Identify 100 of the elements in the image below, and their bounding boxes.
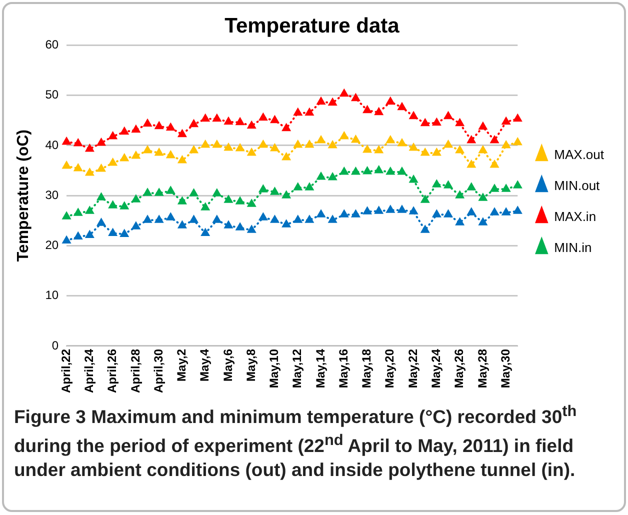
point <box>514 206 522 214</box>
point <box>108 158 117 166</box>
point <box>386 136 394 144</box>
point <box>178 221 186 228</box>
point <box>386 168 394 175</box>
point <box>166 123 175 131</box>
legend-label: MAX.in <box>554 209 596 224</box>
point <box>410 207 418 214</box>
point <box>236 144 244 152</box>
x-tick-label: May,18 <box>360 348 374 388</box>
point <box>132 125 140 133</box>
x-tick-label: April,28 <box>128 348 142 393</box>
legend-label: MIN.out <box>554 178 600 194</box>
point <box>490 136 499 144</box>
point <box>224 221 233 228</box>
point <box>282 124 290 132</box>
point <box>456 146 464 154</box>
point <box>432 180 441 188</box>
point <box>212 189 221 196</box>
point <box>363 207 372 214</box>
point <box>294 140 302 148</box>
point <box>490 160 499 168</box>
point <box>132 151 140 159</box>
point <box>467 136 476 144</box>
point <box>259 140 268 148</box>
x-tick-label: May,2 <box>174 348 189 382</box>
legend-label: MIN.in <box>554 240 592 256</box>
point <box>363 145 372 153</box>
point <box>86 230 94 238</box>
point <box>490 184 499 192</box>
point <box>155 148 164 156</box>
point <box>224 196 233 203</box>
point <box>467 183 476 190</box>
y-tick-label: 60 <box>45 38 59 52</box>
y-tick-label: 40 <box>45 138 59 152</box>
x-tick-label: May,28 <box>475 348 490 388</box>
point <box>108 201 117 208</box>
point <box>352 168 360 175</box>
point <box>201 114 210 122</box>
x-tick-label: April,30 <box>151 348 166 393</box>
point <box>155 188 164 196</box>
point <box>259 213 268 220</box>
point <box>444 140 452 148</box>
point <box>456 218 464 226</box>
point <box>62 162 71 169</box>
point <box>120 230 128 237</box>
point <box>143 119 152 127</box>
point <box>236 118 244 126</box>
point <box>166 213 175 220</box>
point <box>478 194 487 201</box>
point <box>86 206 94 214</box>
x-tick-label: May,6 <box>220 348 235 382</box>
point <box>132 195 140 202</box>
point <box>201 228 210 236</box>
point <box>502 140 510 148</box>
point <box>352 210 360 218</box>
x-tick-label: May,22 <box>406 348 420 388</box>
point <box>467 160 476 168</box>
point <box>270 216 279 223</box>
point <box>432 210 441 218</box>
point <box>224 143 233 151</box>
point <box>340 132 348 140</box>
point <box>120 154 128 162</box>
point <box>421 226 430 233</box>
point <box>108 228 117 236</box>
point <box>374 166 383 174</box>
point <box>340 168 348 175</box>
point <box>316 172 326 180</box>
point <box>410 112 418 120</box>
point <box>316 136 326 144</box>
point <box>201 203 210 210</box>
y-tick-label: 0 <box>52 338 59 352</box>
point <box>340 89 348 97</box>
point <box>398 206 406 213</box>
point <box>328 140 337 148</box>
point <box>421 148 430 156</box>
point <box>294 183 302 190</box>
point <box>340 210 348 218</box>
point <box>478 122 487 130</box>
point <box>432 148 441 156</box>
point <box>456 118 464 126</box>
point <box>248 200 256 207</box>
point <box>132 222 140 230</box>
point <box>514 138 522 146</box>
y-tick-label: 20 <box>45 238 59 252</box>
point <box>97 138 106 146</box>
point <box>120 202 128 210</box>
point <box>352 135 360 143</box>
y-axis-title: Temperature (oC) <box>15 130 32 262</box>
point <box>259 185 268 192</box>
x-tick-label: April,24 <box>82 348 96 393</box>
point <box>143 146 152 154</box>
y-tick-label: 10 <box>45 288 59 302</box>
point <box>97 193 106 200</box>
point <box>374 206 383 214</box>
point <box>444 181 452 188</box>
point <box>212 216 221 223</box>
point <box>97 218 106 226</box>
point <box>386 97 394 105</box>
point <box>467 208 476 216</box>
